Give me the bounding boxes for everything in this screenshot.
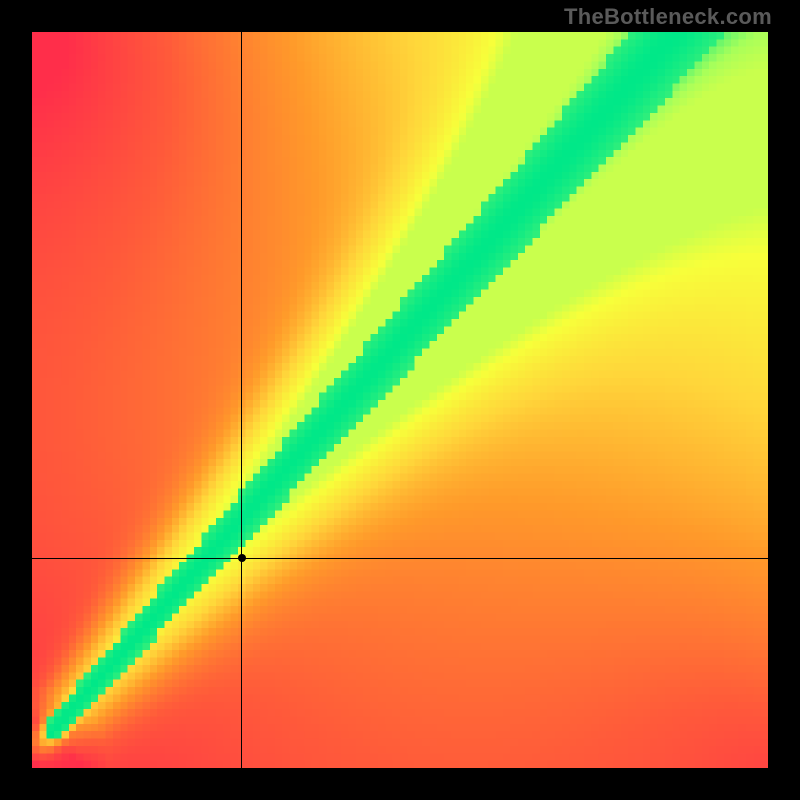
bottleneck-heatmap	[32, 32, 768, 768]
watermark-text: TheBottleneck.com	[564, 4, 772, 30]
crosshair-horizontal-line	[32, 558, 768, 559]
crosshair-marker-dot	[238, 554, 246, 562]
chart-container: TheBottleneck.com	[0, 0, 800, 800]
crosshair-vertical-line	[241, 32, 242, 768]
